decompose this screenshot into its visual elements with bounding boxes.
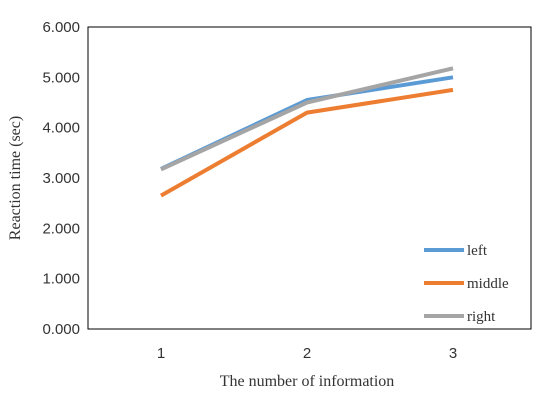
x-tick-label: 1	[157, 345, 165, 362]
y-tick-label: 5.000	[42, 69, 80, 86]
x-tick-label: 2	[303, 345, 311, 362]
legend-label-middle: middle	[467, 276, 509, 292]
series-line-middle	[160, 87, 454, 198]
series-line-right	[160, 66, 454, 172]
y-tick-label: 1.000	[42, 271, 80, 288]
x-tick-labels: 1 2 3	[157, 345, 457, 362]
legend: left middle right	[424, 243, 509, 325]
legend-label-left: left	[467, 243, 488, 259]
plot-area-frame	[87, 26, 532, 330]
y-tick-label: 4.000	[42, 120, 80, 137]
y-tick-label: 0.000	[42, 321, 80, 338]
y-axis-title: Reaction time (sec)	[7, 116, 24, 240]
x-axis-title: The number of information	[220, 373, 395, 390]
series-lines	[160, 66, 454, 198]
y-tick-label: 3.000	[42, 170, 80, 187]
y-tick-labels: 0.000 1.000 2.000 3.000 4.000 5.000 6.000	[42, 19, 80, 338]
x-tick-label: 3	[449, 345, 457, 362]
legend-label-right: right	[467, 309, 496, 325]
y-tick-label: 2.000	[42, 220, 80, 237]
y-tick-label: 6.000	[42, 19, 80, 36]
